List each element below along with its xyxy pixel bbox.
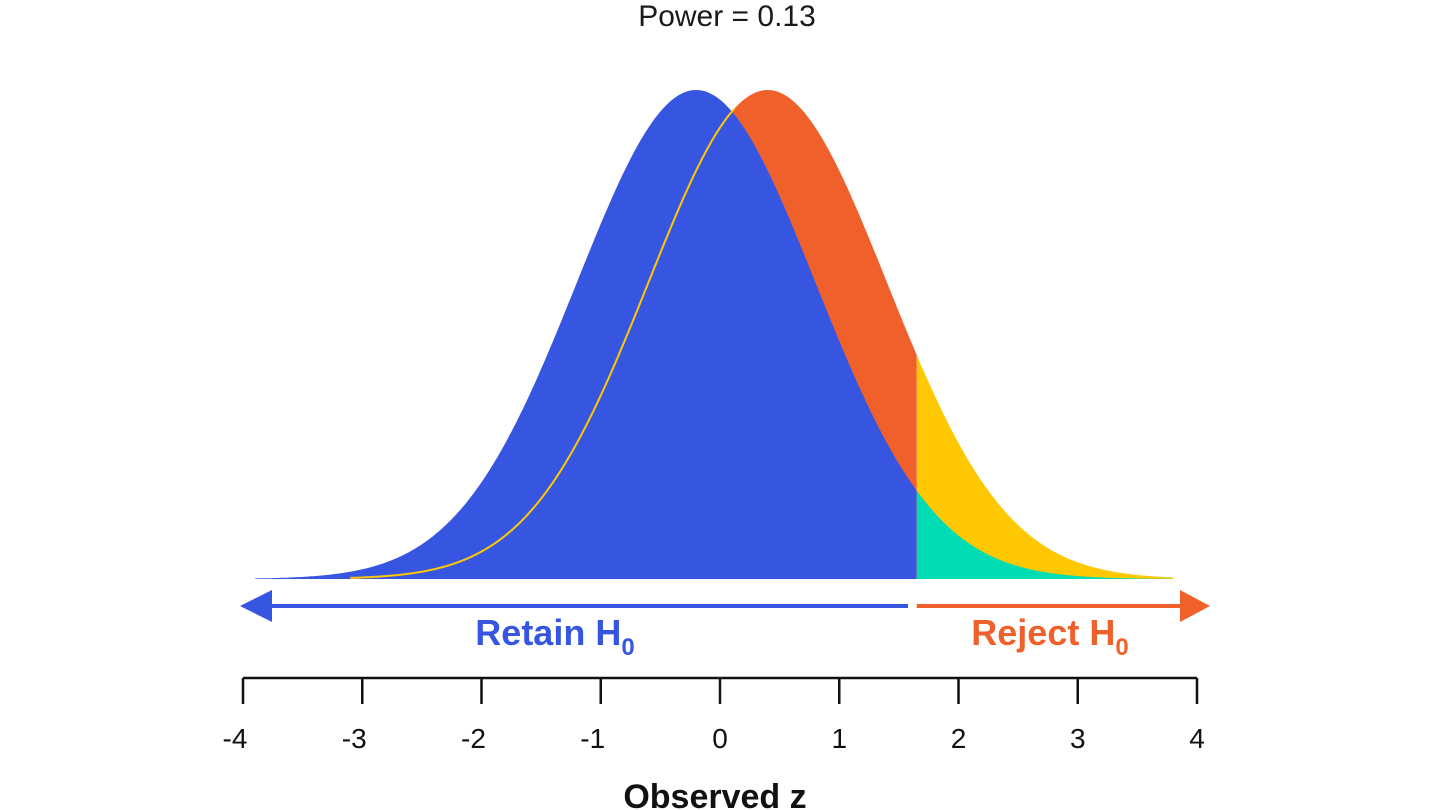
decision-arrows: [240, 590, 1210, 622]
retain-label-subscript: 0: [621, 634, 634, 661]
x-tick-label: 1: [831, 723, 847, 754]
reject-arrowhead: [1180, 590, 1210, 622]
x-tick-label: 4: [1189, 723, 1205, 754]
x-axis-label: Observed z: [623, 778, 806, 810]
x-tick-label: -3: [342, 723, 367, 754]
power-region-area: [916, 355, 1174, 579]
x-axis: -4 -3 -2 -1 0 1 2 3 4: [223, 676, 1205, 754]
chart-title: Power = 0.13: [638, 0, 816, 33]
x-tick-label: 3: [1070, 723, 1086, 754]
null-distribution-area: [254, 90, 917, 579]
x-tick-label: -4: [223, 723, 248, 754]
reject-label-text: Reject H: [971, 612, 1115, 653]
density-curves: [254, 90, 1174, 579]
retain-label-text: Retain H: [475, 612, 621, 653]
reject-region-label: Reject H0: [971, 612, 1128, 661]
alternative-curve-outline: [350, 108, 736, 579]
x-tick-label: -1: [580, 723, 605, 754]
alpha-region-area: [916, 490, 1174, 579]
x-tick-label: -2: [461, 723, 486, 754]
x-tick-label: 2: [951, 723, 967, 754]
x-tick-label: 0: [712, 723, 728, 754]
reject-label-subscript: 0: [1115, 634, 1128, 661]
retain-arrowhead: [240, 590, 272, 622]
retain-region-label: Retain H0: [475, 612, 634, 661]
